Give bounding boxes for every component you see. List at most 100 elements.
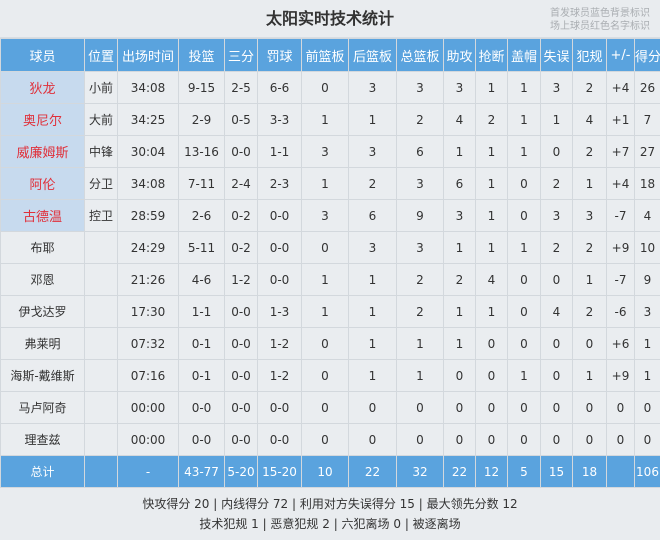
column-header-pts[interactable]: 得分 (634, 38, 660, 72)
column-header-reb[interactable]: 总篮板 (396, 38, 444, 72)
cell-three: 1-2 (224, 263, 258, 296)
cell-dreb: 6 (348, 199, 397, 232)
total-pts: 106 (634, 455, 660, 488)
cell-tov: 0 (540, 423, 573, 456)
cell-position (84, 295, 118, 328)
cell-ast: 1 (443, 135, 476, 168)
total-blk: 5 (507, 455, 541, 488)
cell-plus-minus: +6 (606, 327, 635, 360)
column-header-ft[interactable]: 罚球 (257, 38, 302, 72)
totals-row: 总计 -43-77 5-20 15-20 10 22 32 22 12 5 15 18 106 (0, 455, 660, 488)
cell-ast: 4 (443, 103, 476, 136)
on-court-note: 场上球员红色名字标识 (550, 21, 650, 32)
column-header-position[interactable]: 位置 (84, 38, 118, 72)
column-header-blk[interactable]: 盖帽 (507, 38, 541, 72)
cell-player[interactable]: 古德温 (0, 199, 85, 232)
player-row: 理查兹 00:00 0-0 0-0 0-0 0 0 0 0 0 0 0 0 0 0 (0, 423, 660, 456)
cell-tov: 0 (540, 263, 573, 296)
player-row: 古德温 控卫 28:59 2-6 0-2 0-0 3 6 9 3 1 0 3 3 -7 4 (0, 199, 660, 232)
player-row: 狄龙 小前 34:08 9-15 2-5 6-6 0 3 3 3 1 1 3 2 +4 26 (0, 71, 660, 104)
player-row: 马卢阿奇 00:00 0-0 0-0 0-0 0 0 0 0 0 0 0 0 0 0 (0, 391, 660, 424)
cell-ft: 6-6 (257, 71, 302, 104)
cell-three: 0-0 (224, 391, 258, 424)
cell-three: 0-5 (224, 103, 258, 136)
column-header-ast[interactable]: 助攻 (443, 38, 476, 72)
cell-oreb: 0 (301, 423, 349, 456)
cell-stl: 0 (475, 391, 508, 424)
column-header-pf[interactable]: 犯规 (572, 38, 607, 72)
cell-position: 大前 (84, 103, 118, 136)
cell-blk: 0 (507, 327, 541, 360)
cell-position (84, 359, 118, 392)
column-header-fg[interactable]: 投篮 (178, 38, 225, 72)
cell-pts: 4 (634, 199, 660, 232)
cell-player[interactable]: 阿伦 (0, 167, 85, 200)
player-row: 伊戈达罗 17:30 1-1 0-0 1-3 1 1 2 1 1 0 4 2 -6 3 (0, 295, 660, 328)
cell-reb: 3 (396, 167, 444, 200)
cell-reb: 1 (396, 359, 444, 392)
column-header-player[interactable]: 球员 (0, 38, 85, 72)
cell-stl: 1 (475, 71, 508, 104)
cell-fg: 0-0 (178, 391, 225, 424)
cell-player[interactable]: 威廉姆斯 (0, 135, 85, 168)
cell-reb: 2 (396, 263, 444, 296)
cell-fg: 0-0 (178, 423, 225, 456)
cell-dreb: 0 (348, 391, 397, 424)
cell-blk: 1 (507, 359, 541, 392)
cell-blk: 1 (507, 103, 541, 136)
cell-fg: 13-16 (178, 135, 225, 168)
cell-blk: 0 (507, 423, 541, 456)
cell-three: 0-2 (224, 231, 258, 264)
cell-tov: 3 (540, 199, 573, 232)
cell-player[interactable]: 伊戈达罗 (0, 295, 85, 328)
cell-pts: 27 (634, 135, 660, 168)
cell-minutes: 07:32 (117, 327, 179, 360)
column-header-dreb[interactable]: 后篮板 (348, 38, 397, 72)
cell-player[interactable]: 马卢阿奇 (0, 391, 85, 424)
cell-stl: 4 (475, 263, 508, 296)
column-header-oreb[interactable]: 前篮板 (301, 38, 349, 72)
total-tov: 15 (540, 455, 573, 488)
total-player: 总计 (0, 455, 85, 488)
cell-player[interactable]: 海斯-戴维斯 (0, 359, 85, 392)
cell-position (84, 391, 118, 424)
cell-plus-minus: +4 (606, 167, 635, 200)
cell-player[interactable]: 布耶 (0, 231, 85, 264)
cell-pf: 2 (572, 231, 607, 264)
cell-pf: 1 (572, 359, 607, 392)
cell-three: 2-5 (224, 71, 258, 104)
cell-ast: 0 (443, 423, 476, 456)
cell-player[interactable]: 理查兹 (0, 423, 85, 456)
cell-player[interactable]: 奥尼尔 (0, 103, 85, 136)
cell-ft: 0-0 (257, 231, 302, 264)
cell-player[interactable]: 狄龙 (0, 71, 85, 104)
cell-player[interactable]: 邓恩 (0, 263, 85, 296)
cell-plus-minus: -6 (606, 295, 635, 328)
cell-plus-minus: +9 (606, 359, 635, 392)
column-header-plus-minus[interactable]: +/- (606, 38, 635, 72)
column-header-three[interactable]: 三分 (224, 38, 258, 72)
total-plus-minus (606, 455, 635, 488)
cell-ft: 1-3 (257, 295, 302, 328)
cell-ft: 0-0 (257, 199, 302, 232)
column-header-minutes[interactable]: 出场时间 (117, 38, 179, 72)
player-row: 布耶 24:29 5-11 0-2 0-0 0 3 3 1 1 1 2 2 +9 10 (0, 231, 660, 264)
column-header-stl[interactable]: 抢断 (475, 38, 508, 72)
cell-dreb: 1 (348, 263, 397, 296)
cell-pts: 7 (634, 103, 660, 136)
cell-ast: 1 (443, 231, 476, 264)
cell-minutes: 07:16 (117, 359, 179, 392)
team-summary: 快攻得分 20 | 内线得分 72 | 利用对方失误得分 15 | 最大领先分数… (0, 488, 660, 534)
cell-blk: 0 (507, 199, 541, 232)
column-header-tov[interactable]: 失误 (540, 38, 573, 72)
cell-oreb: 3 (301, 135, 349, 168)
cell-player[interactable]: 弗莱明 (0, 327, 85, 360)
cell-oreb: 1 (301, 167, 349, 200)
cell-ft: 0-0 (257, 391, 302, 424)
cell-pts: 26 (634, 71, 660, 104)
total-minutes: - (117, 455, 179, 488)
cell-dreb: 3 (348, 231, 397, 264)
cell-tov: 3 (540, 71, 573, 104)
total-reb: 32 (396, 455, 444, 488)
cell-tov: 4 (540, 295, 573, 328)
